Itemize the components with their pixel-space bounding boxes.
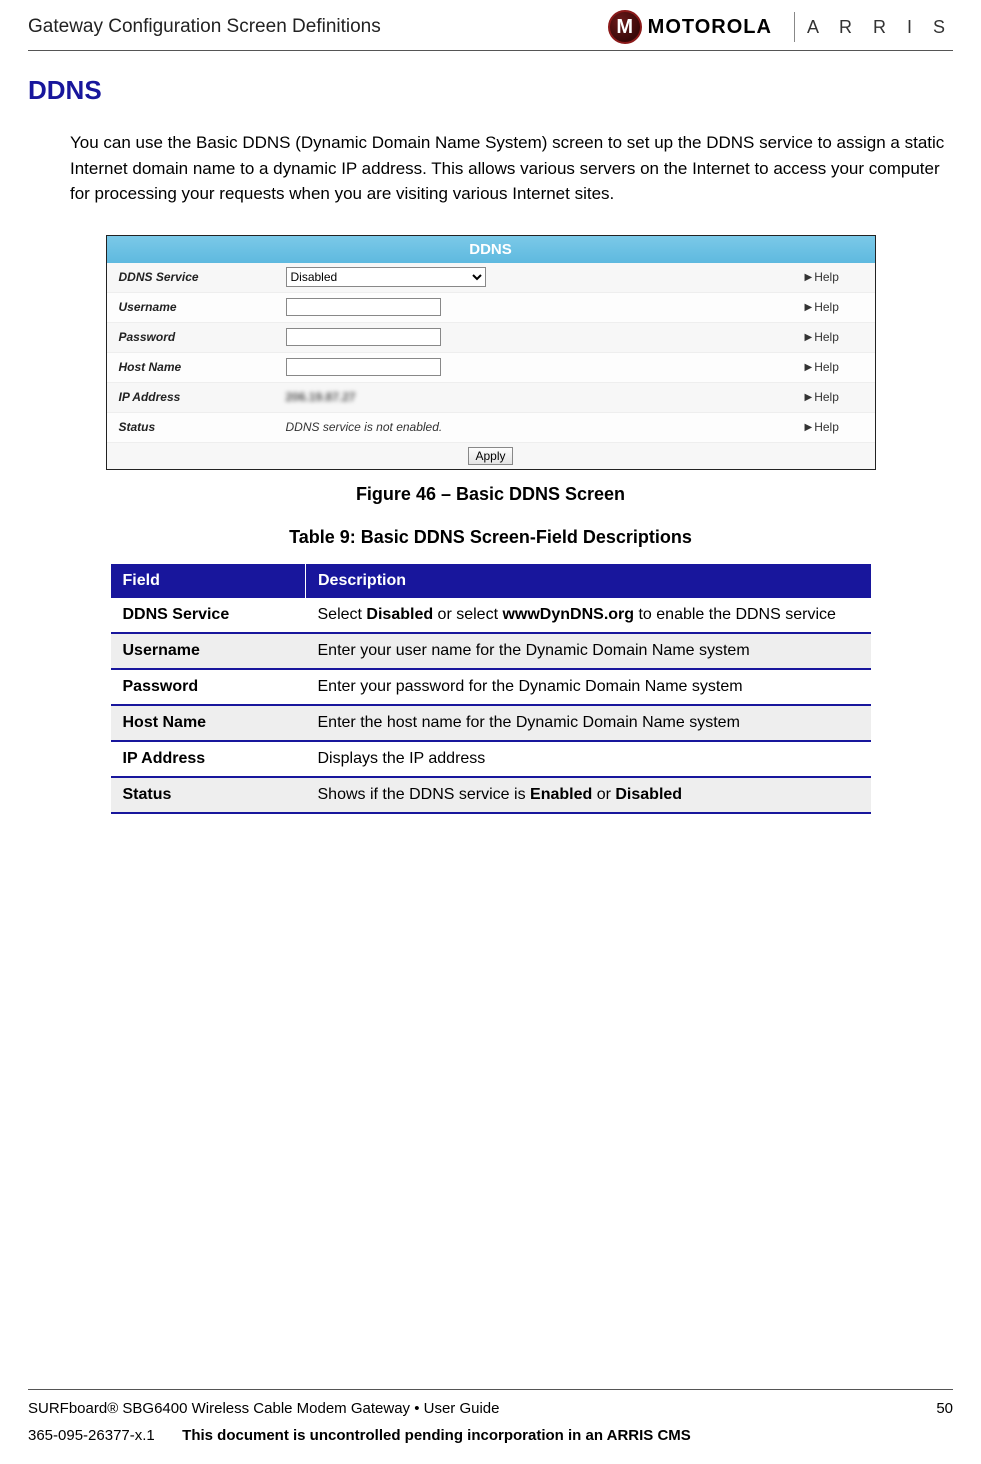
cell-field: Host Name [111,705,306,741]
header-title: Gateway Configuration Screen Definitions [28,16,381,38]
status-value: DDNS service is not enabled. [286,420,443,434]
caret-right-icon: ▶ [805,362,813,373]
cell-field: Password [111,669,306,705]
cell-desc: Enter your password for the Dynamic Doma… [306,669,871,705]
ddns-screenshot: DDNS DDNS Service Disabled ▶Help Usernam… [106,235,876,470]
footer-rule [28,1389,953,1390]
footer-notice: This document is uncontrolled pending in… [182,1427,691,1444]
page-number: 50 [936,1400,953,1417]
motorola-logo-text: MOTOROLA [648,16,772,39]
help-link-status[interactable]: ▶Help [805,420,875,434]
th-field: Field [111,564,306,598]
password-input[interactable] [286,328,441,346]
help-link-ddns-service[interactable]: ▶Help [805,270,875,284]
ddns-panel-title: DDNS [107,236,875,263]
help-link-password[interactable]: ▶Help [805,330,875,344]
help-link-host-name[interactable]: ▶Help [805,360,875,374]
figure-caption: Figure 46 – Basic DDNS Screen [28,484,953,505]
help-link-username[interactable]: ▶Help [805,300,875,314]
footer-doc-id: 365-095-26377-x.1 [28,1427,178,1444]
label-status: Status [107,420,282,434]
caret-right-icon: ▶ [805,392,813,403]
row-password: Password ▶Help [107,323,875,353]
th-description: Description [306,564,871,598]
table-row: Status Shows if the DDNS service is Enab… [111,777,871,813]
label-password: Password [107,330,282,344]
cell-desc: Displays the IP address [306,741,871,777]
caret-right-icon: ▶ [805,332,813,343]
host-name-input[interactable] [286,358,441,376]
label-ip-address: IP Address [107,390,282,404]
cell-desc: Shows if the DDNS service is Enabled or … [306,777,871,813]
label-ddns-service: DDNS Service [107,270,282,284]
table-row: Password Enter your password for the Dyn… [111,669,871,705]
table-row: IP Address Displays the IP address [111,741,871,777]
label-username: Username [107,300,282,314]
apply-row: Apply [107,443,875,469]
page-header: Gateway Configuration Screen Definitions… [0,0,981,50]
row-status: Status DDNS service is not enabled. ▶Hel… [107,413,875,443]
cell-desc: Enter the host name for the Dynamic Doma… [306,705,871,741]
label-host-name: Host Name [107,360,282,374]
footer-product: SURFboard® SBG6400 Wireless Cable Modem … [28,1400,500,1417]
intro-paragraph: You can use the Basic DDNS (Dynamic Doma… [70,130,953,207]
cell-field: DDNS Service [111,598,306,633]
username-input[interactable] [286,298,441,316]
logo-divider [794,12,795,42]
table-row: Username Enter your user name for the Dy… [111,633,871,669]
row-ip-address: IP Address 206.19.87.27 ▶Help [107,383,875,413]
motorola-badge-icon: M [608,10,642,44]
table-row: DDNS Service Select Disabled or select w… [111,598,871,633]
cell-field: Status [111,777,306,813]
cell-desc: Enter your user name for the Dynamic Dom… [306,633,871,669]
logo-block: M MOTOROLA A R R I S [608,10,953,44]
cell-field: Username [111,633,306,669]
page-footer: SURFboard® SBG6400 Wireless Cable Modem … [0,1389,981,1444]
row-username: Username ▶Help [107,293,875,323]
cell-desc: Select Disabled or select wwwDynDNS.org … [306,598,871,633]
caret-right-icon: ▶ [805,272,813,283]
cell-field: IP Address [111,741,306,777]
table-row: Host Name Enter the host name for the Dy… [111,705,871,741]
caret-right-icon: ▶ [805,302,813,313]
arris-logo-text: A R R I S [807,17,953,38]
help-link-ip-address[interactable]: ▶Help [805,390,875,404]
table-caption: Table 9: Basic DDNS Screen-Field Descrip… [28,527,953,548]
row-host-name: Host Name ▶Help [107,353,875,383]
content-area: DDNS You can use the Basic DDNS (Dynamic… [0,51,981,814]
row-ddns-service: DDNS Service Disabled ▶Help [107,263,875,293]
section-title: DDNS [28,75,953,106]
ip-address-value: 206.19.87.27 [286,390,356,404]
apply-button[interactable]: Apply [468,447,512,465]
ddns-service-select[interactable]: Disabled [286,267,486,287]
caret-right-icon: ▶ [805,422,813,433]
field-description-table: Field Description DDNS Service Select Di… [111,564,871,814]
